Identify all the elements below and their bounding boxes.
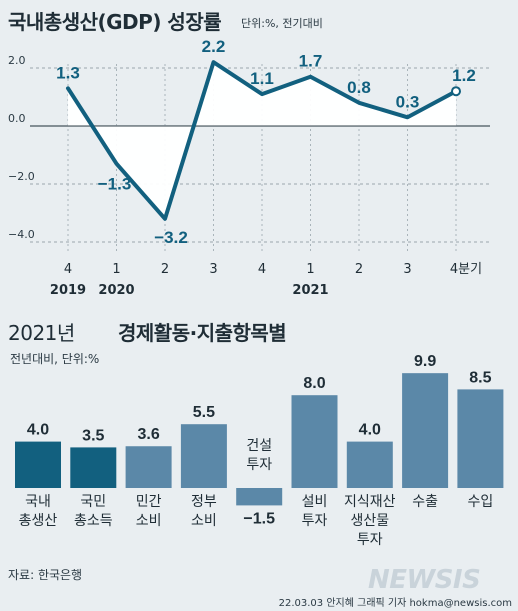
gdp-chart-title: 국내총생산(GDP) 성장률 [8,10,222,34]
bar-category-label: 수출 [412,494,438,510]
bar [180,424,227,488]
gdp-area [68,62,456,219]
x-tick-label: 3 [209,262,217,277]
gdp-value-label: 2.2 [202,37,226,56]
bar-value-label: 9.9 [414,353,436,370]
bar-category-label: 투자 [302,513,328,529]
bar [15,441,61,488]
bar-value-label: 8.0 [303,375,325,392]
y-tick-label: −2.0 [8,170,35,183]
bar-category-label: 국내 [25,494,51,510]
bar [291,395,338,488]
y-tick-label: 0.0 [8,112,26,125]
bar-category-label: 투자 [357,532,383,548]
x-tick-label: 2 [161,262,169,277]
bar-category-label: 정부 [191,494,217,510]
bar-value-label: 3.5 [82,427,104,444]
bar-category-label: 투자 [246,457,272,473]
bar-category-label: 설비 [302,494,328,510]
y-tick-label: 2.0 [8,54,26,67]
x-tick-label: 1 [112,262,120,277]
bar-chart-title-year: 2021년 [8,321,75,345]
bar-chart-title: 경제활동·지출항목별 [118,321,287,345]
bar-category-label: 지식재산 [344,494,396,510]
newsis-watermark: NEWSIS [368,565,481,595]
source-note: 자료: 한국은행 [8,568,83,582]
gdp-value-label: 0.8 [347,78,371,97]
bar-value-label: 4.0 [27,422,49,439]
gdp-value-label: 1.7 [299,52,323,71]
x-tick-label: 4분기 [450,262,482,277]
bar-category-label: 생산물 [350,513,389,529]
bar-category-label: 총생산 [19,513,58,529]
bar [346,441,393,488]
bar-unit-note: 전년대비, 단위:% [10,352,100,366]
bar-category-label: 소비 [191,513,217,529]
x-tick-label: 4 [258,262,266,277]
gdp-value-label: −1.3 [98,175,132,194]
y-tick-label: −4.0 [8,228,35,241]
gdp-line [66,60,458,221]
bar-category-label: 총소득 [74,513,113,529]
x-tick-label: 1 [306,262,314,277]
bar-value-label: 8.5 [469,369,491,386]
bar-value-label: 5.5 [193,404,215,421]
bar-value-label: −1.5 [243,510,275,527]
gdp-value-label: −3.2 [154,228,188,247]
x-tick-label: 4 [64,262,72,277]
bar-category-label: 건설 [246,438,272,454]
year-label: 2019 [50,283,86,298]
bar [70,447,117,488]
bar-value-label: 4.0 [359,422,381,439]
bar [457,389,504,488]
bar-category-label: 소비 [136,513,162,529]
gdp-value-label: 1.2 [452,66,476,85]
gdp-value-label: 1.3 [56,63,80,82]
credit-line: 22.03.03 안지혜 그래픽 기자 hokma@newsis.com [278,598,512,609]
bar-category-label: 수입 [468,494,494,510]
bar-category-label: 민간 [136,494,162,510]
x-tick-label: 3 [403,262,411,277]
year-label: 2021 [292,283,328,298]
gdp-point [451,86,461,97]
bar [402,373,449,488]
bar-category-label: 국민 [80,494,106,510]
bar-value-label: 3.6 [137,426,159,443]
year-label: 2020 [98,283,134,298]
gdp-unit-note: 단위:%, 전기대비 [241,17,323,30]
bar [125,446,172,488]
gdp-value-label: 0.3 [396,92,420,111]
bar [236,488,283,506]
x-tick-label: 2 [355,262,363,277]
gdp-value-label: 1.1 [250,69,274,88]
